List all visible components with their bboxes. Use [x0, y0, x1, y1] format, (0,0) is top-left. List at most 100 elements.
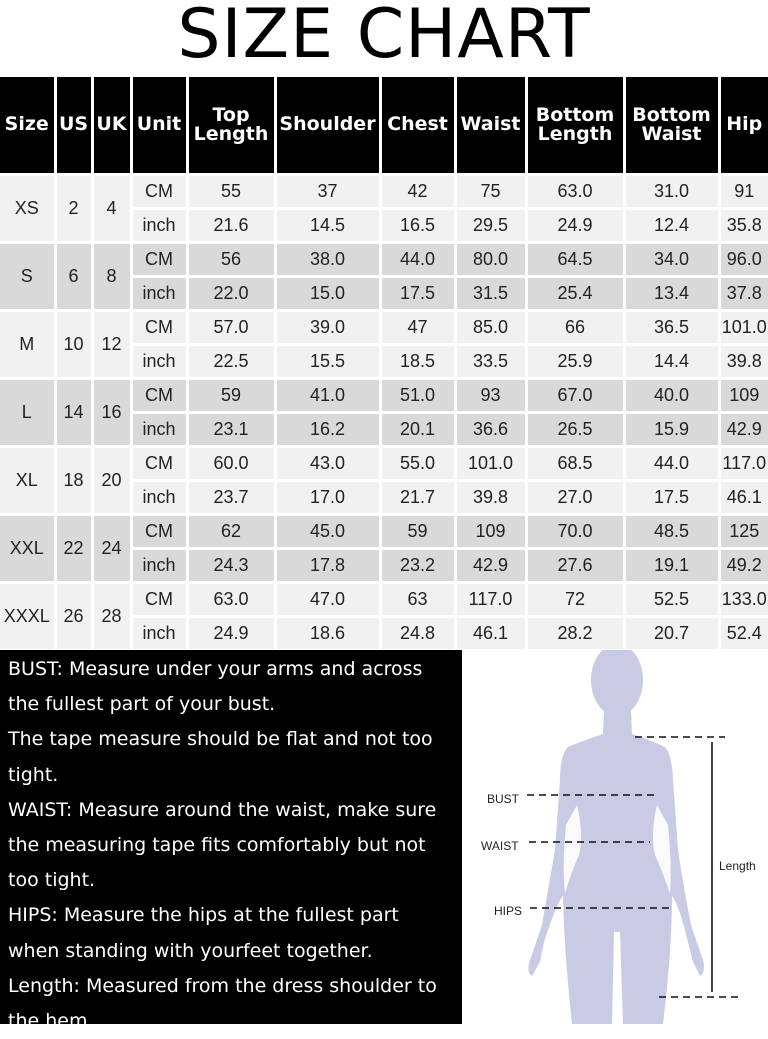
us-size-cell: 18: [55, 446, 94, 516]
measurement-cell: 15.9: [624, 412, 721, 448]
table-row: XXL 22 24 CM 62 45.0 59 109 70.0 48.5 125: [0, 514, 768, 584]
note-line: The tape measure should be flat and not …: [8, 728, 433, 751]
measurement-cell: 24.9: [526, 208, 626, 244]
table-row: XXXL 26 28 CM 63.0 47.0 63 117.0 72 52.5 133.0: [0, 582, 768, 652]
us-size-cell: 10: [55, 310, 94, 380]
column-header: UK: [92, 77, 133, 176]
figure-body: [528, 710, 704, 1024]
measurement-cell: 47.0: [275, 582, 382, 618]
measurement-cell: 17.5: [624, 480, 721, 516]
measurement-cell: 47: [380, 310, 457, 346]
measurement-cell: 93: [455, 378, 528, 414]
measurement-cell: 59: [380, 514, 457, 550]
unit-cell: inch: [131, 548, 189, 584]
measurement-cell: 23.7: [187, 480, 277, 516]
column-header: Unit: [131, 77, 189, 176]
size-cell: XS: [0, 174, 57, 244]
note-line: HIPS: Measure the hips at the fullest pa…: [8, 904, 399, 927]
table-row: inch 22.5 15.5 18.5 33.5 25.9 14.4 39.8: [0, 344, 768, 380]
measurement-cell: 75: [455, 174, 528, 210]
measurement-cell: 52.4: [719, 616, 768, 652]
note-line: BUST: Measure under your arms and across: [8, 658, 423, 680]
size-table: Size US UK Unit Top Length Shoulder Chest Waist B…: [0, 77, 768, 652]
measurement-cell: 34.0: [624, 242, 721, 278]
us-size-cell: 14: [55, 378, 94, 448]
bust-label: BUST: [487, 792, 520, 806]
measurement-cell: 23.1: [187, 412, 277, 448]
column-header: Hip: [719, 77, 768, 176]
measurement-cell: 43.0: [275, 446, 382, 482]
measurement-cell: 91: [719, 174, 768, 210]
measurement-notes: BUST: Measure under your arms and across…: [0, 650, 462, 1032]
column-header: Size: [0, 77, 57, 176]
table-row: XL 18 20 CM 60.0 43.0 55.0 101.0 68.5 44.0 117.0: [0, 446, 768, 516]
table-row: inch 24.9 18.6 24.8 46.1 28.2 20.7 52.4: [0, 616, 768, 652]
header-row: Size US UK Unit Top Length Shoulder Chest Waist B…: [0, 77, 768, 176]
unit-cell: CM: [131, 378, 189, 414]
measurement-cell: 31.5: [455, 276, 528, 312]
measurement-cell: 85.0: [455, 310, 528, 346]
unit-cell: CM: [131, 582, 189, 618]
measurement-cell: 39.8: [719, 344, 768, 380]
measurement-cell: 96.0: [719, 242, 768, 278]
measurement-cell: 15.5: [275, 344, 382, 380]
measurement-cell: 13.4: [624, 276, 721, 312]
unit-cell: CM: [131, 174, 189, 210]
note-line: too tight.: [8, 869, 96, 892]
measurement-cell: 38.0: [275, 242, 382, 278]
note-line: when standing with yourfeet together.: [8, 939, 373, 962]
body-measurement-figure: BUST WAIST HIPS Length: [481, 650, 756, 1024]
uk-size-cell: 8: [92, 242, 133, 312]
note-line: tight.: [8, 763, 59, 786]
measurement-cell: 25.4: [526, 276, 626, 312]
measurement-cell: 20.7: [624, 616, 721, 652]
measurement-cell: 20.1: [380, 412, 457, 448]
unit-cell: CM: [131, 446, 189, 482]
measurement-cell: 17.5: [380, 276, 457, 312]
measurement-cell: 33.5: [455, 344, 528, 380]
measurement-cell: 42.9: [455, 548, 528, 584]
measurement-cell: 44.0: [624, 446, 721, 482]
measurement-cell: 67.0: [526, 378, 626, 414]
size-cell: XXL: [0, 514, 57, 584]
uk-size-cell: 28: [92, 582, 133, 652]
us-size-cell: 26: [55, 582, 94, 652]
measurement-cell: 117.0: [455, 582, 528, 618]
note-line: the fullest part of your bust.: [8, 693, 276, 716]
measurement-cell: 117.0: [719, 446, 768, 482]
measurement-cell: 26.5: [526, 412, 626, 448]
waist-label: WAIST: [481, 839, 519, 853]
measurement-cell: 109: [719, 378, 768, 414]
table-row: inch 21.6 14.5 16.5 29.5 24.9 12.4 35.8: [0, 208, 768, 244]
measurement-cell: 49.2: [719, 548, 768, 584]
measurement-cell: 55: [187, 174, 277, 210]
measurement-cell: 40.0: [624, 378, 721, 414]
unit-cell: CM: [131, 310, 189, 346]
measurement-cell: 21.6: [187, 208, 277, 244]
measurement-cell: 24.3: [187, 548, 277, 584]
measurement-cell: 37: [275, 174, 382, 210]
measurement-cell: 25.9: [526, 344, 626, 380]
note-line: WAIST: Measure around the waist, make su…: [8, 798, 437, 821]
column-header: Bottom Length: [526, 77, 626, 176]
measurement-cell: 72: [526, 582, 626, 618]
measurement-cell: 15.0: [275, 276, 382, 312]
measurement-cell: 41.0: [275, 378, 382, 414]
measurement-cell: 80.0: [455, 242, 528, 278]
measurement-cell: 42.9: [719, 412, 768, 448]
size-cell: XXXL: [0, 582, 57, 652]
measurement-cell: 17.8: [275, 548, 382, 584]
measurement-cell: 57.0: [187, 310, 277, 346]
uk-size-cell: 12: [92, 310, 133, 380]
column-header: Waist: [455, 77, 528, 176]
hips-label: HIPS: [494, 904, 522, 918]
column-header: US: [55, 77, 94, 176]
note-line: the measuring tape fits comfortably but …: [8, 834, 426, 857]
uk-size-cell: 20: [92, 446, 133, 516]
measurement-cell: 68.5: [526, 446, 626, 482]
size-cell: M: [0, 310, 57, 380]
measurement-cell: 60.0: [187, 446, 277, 482]
measurement-cell: 24.8: [380, 616, 457, 652]
measurement-cell: 52.5: [624, 582, 721, 618]
measurement-cell: 66: [526, 310, 626, 346]
